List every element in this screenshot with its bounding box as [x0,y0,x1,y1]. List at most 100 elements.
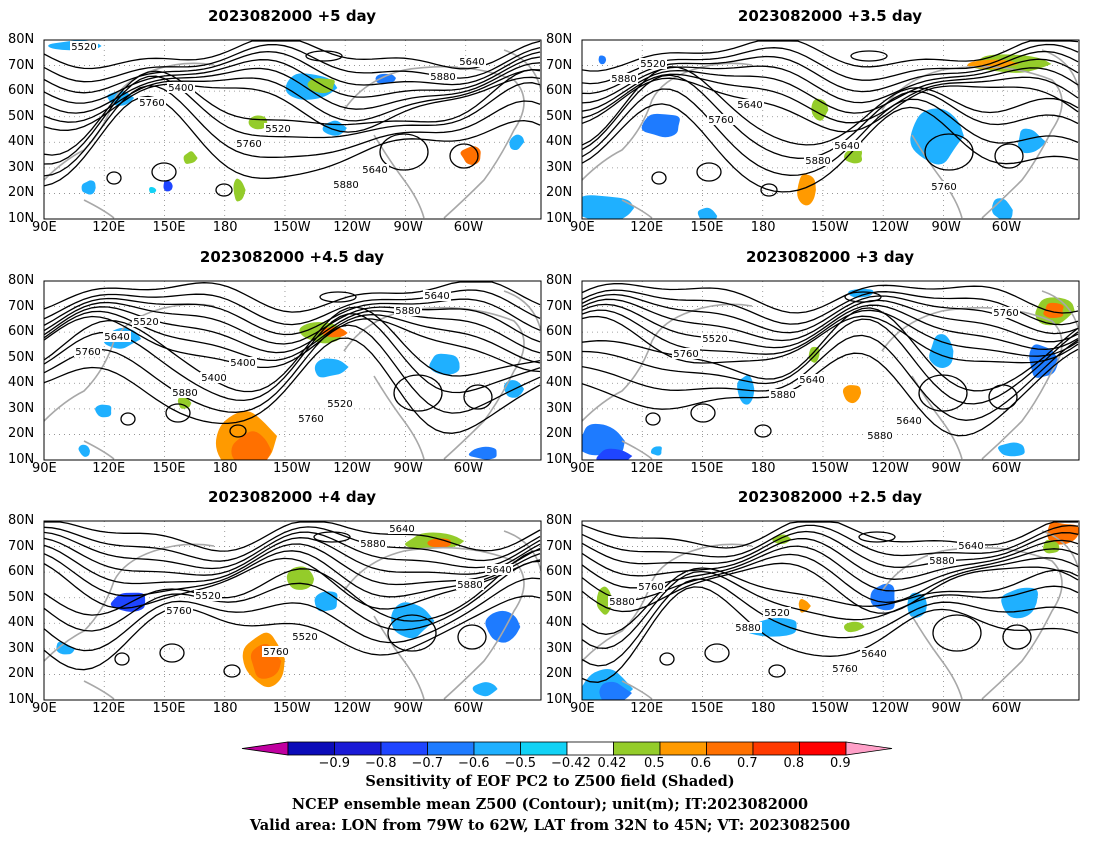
panel-title: 2023082000 +3 day [746,248,914,266]
geopotential-contour [582,74,1079,159]
longitude-tick-label: 120W [871,220,909,235]
map-panel: 5520 5520 5640 5640 5760 5760 5880 5880 [43,520,542,701]
contour-label: 5760 [75,347,100,358]
latitude-tick-label: 80N [546,513,573,528]
coastline [582,290,1079,460]
sensitivity-shading [375,73,396,84]
contour-label: 5520 [292,632,317,643]
contour-label: 5760 [993,308,1018,319]
sensitivity-shading [842,385,862,404]
latitude-tick-label: 50N [8,108,35,124]
longitude-tick-label: 90E [570,220,595,235]
closed-contour [387,614,437,652]
closed-contour [215,183,233,197]
longitude-tick-label: 180 [212,461,238,476]
latitude-tick-label: 50N [8,589,35,605]
longitude-tick-label: 180 [750,701,776,716]
latitude-tick-label: 80N [8,273,35,288]
geopotential-contour [582,348,1079,437]
contour-label: 5880 [611,74,636,85]
contour-label: 5880 [867,431,892,442]
closed-contour [918,374,968,412]
geopotential-contour [582,298,1079,343]
latitude-tick-label: 10N [546,692,573,707]
closed-contour [463,384,493,410]
contour-label: 5880 [770,390,795,401]
closed-contour [319,291,357,303]
longitude-tick-label: 90W [931,220,961,235]
sensitivity-shading [314,591,338,612]
colorbar-swatch [613,741,661,756]
sensitivity-shading [582,423,625,456]
map-panel: 5520 5640 5640 5760 5760 5880 5880 [581,280,1080,461]
latitude-tick-label: 10N [8,211,35,226]
geopotential-contour [44,289,541,326]
geopotential-contour [582,318,1079,405]
geopotential-contour [44,537,541,576]
latitude-tick-label: 10N [546,211,573,226]
contour-label: 5520 [640,59,665,70]
latitude-tick-label: 60N [8,564,35,580]
longitude-tick-label: 150W [810,461,849,476]
closed-contour [114,652,130,666]
contour-label: 5760 [673,349,698,360]
contour-label: 5880 [609,597,634,608]
sensitivity-shading [460,146,481,165]
geopotential-contour [44,337,541,434]
latitude-tick-label: 40N [8,375,35,391]
longitude-tick-label: 150W [272,701,311,716]
latitude-tick-label: 80N [546,32,573,47]
panel-title: 2023082000 +4 day [208,488,376,506]
longitude-tick-label: 120E [92,461,126,476]
longitude-tick-label: 180 [750,461,776,476]
longitude-tick-label: 90E [570,701,595,716]
geopotential-contour [582,530,1079,568]
longitude-tick-label: 150W [272,461,311,476]
contour-label: 5520 [265,124,290,135]
contour-label: 5640 [834,141,859,152]
geopotential-contour [582,521,1078,549]
sensitivity-shading [844,621,865,633]
contour-label: 5760 [166,606,191,617]
closed-contour [305,50,343,62]
closed-contour [223,664,241,678]
geopotential-contour [44,560,541,632]
contour-label: 5640 [958,541,983,552]
longitude-tick-label: 150E [152,220,186,235]
geopotential-contour [582,570,1079,649]
sensitivity-shading [314,358,349,378]
sensitivity-shading [233,178,246,202]
geopotential-contour [44,595,541,671]
longitude-tick-label: 90W [393,701,423,716]
sensitivity-shading [1018,128,1047,154]
geopotential-contour [44,50,541,94]
contour-label: 5880 [333,180,358,191]
geopotential-contour [44,297,541,336]
geopotential-contour [44,69,541,123]
colorbar-swatch [566,741,614,756]
geopotential-contour [44,324,541,414]
longitude-tick-label: 180 [750,220,776,235]
geopotential-contour [44,43,541,83]
contour-label: 5640 [799,375,824,386]
sensitivity-shading [929,334,954,368]
closed-contour [844,291,882,303]
geopotential-contour [44,577,541,652]
contour-label: 5520 [702,334,727,345]
latitude-tick-label: 60N [546,324,573,340]
longitude-tick-label: 150E [690,701,724,716]
sensitivity-shading [78,444,90,457]
contour-label: 5640 [389,524,414,535]
closed-contour [449,143,479,169]
latitude-tick-label: 70N [8,298,35,314]
longitude-tick-label: 60W [453,701,484,716]
colorbar-tick-label: 0.8 [783,756,805,771]
contour-label: 5640 [486,565,511,576]
geopotential-contour [44,521,541,552]
closed-contour [120,412,136,426]
latitude-tick-label: 60N [8,324,35,340]
geopotential-contour [44,281,541,313]
longitude-tick-label: 120W [333,701,371,716]
geopotential-contour [44,301,541,345]
